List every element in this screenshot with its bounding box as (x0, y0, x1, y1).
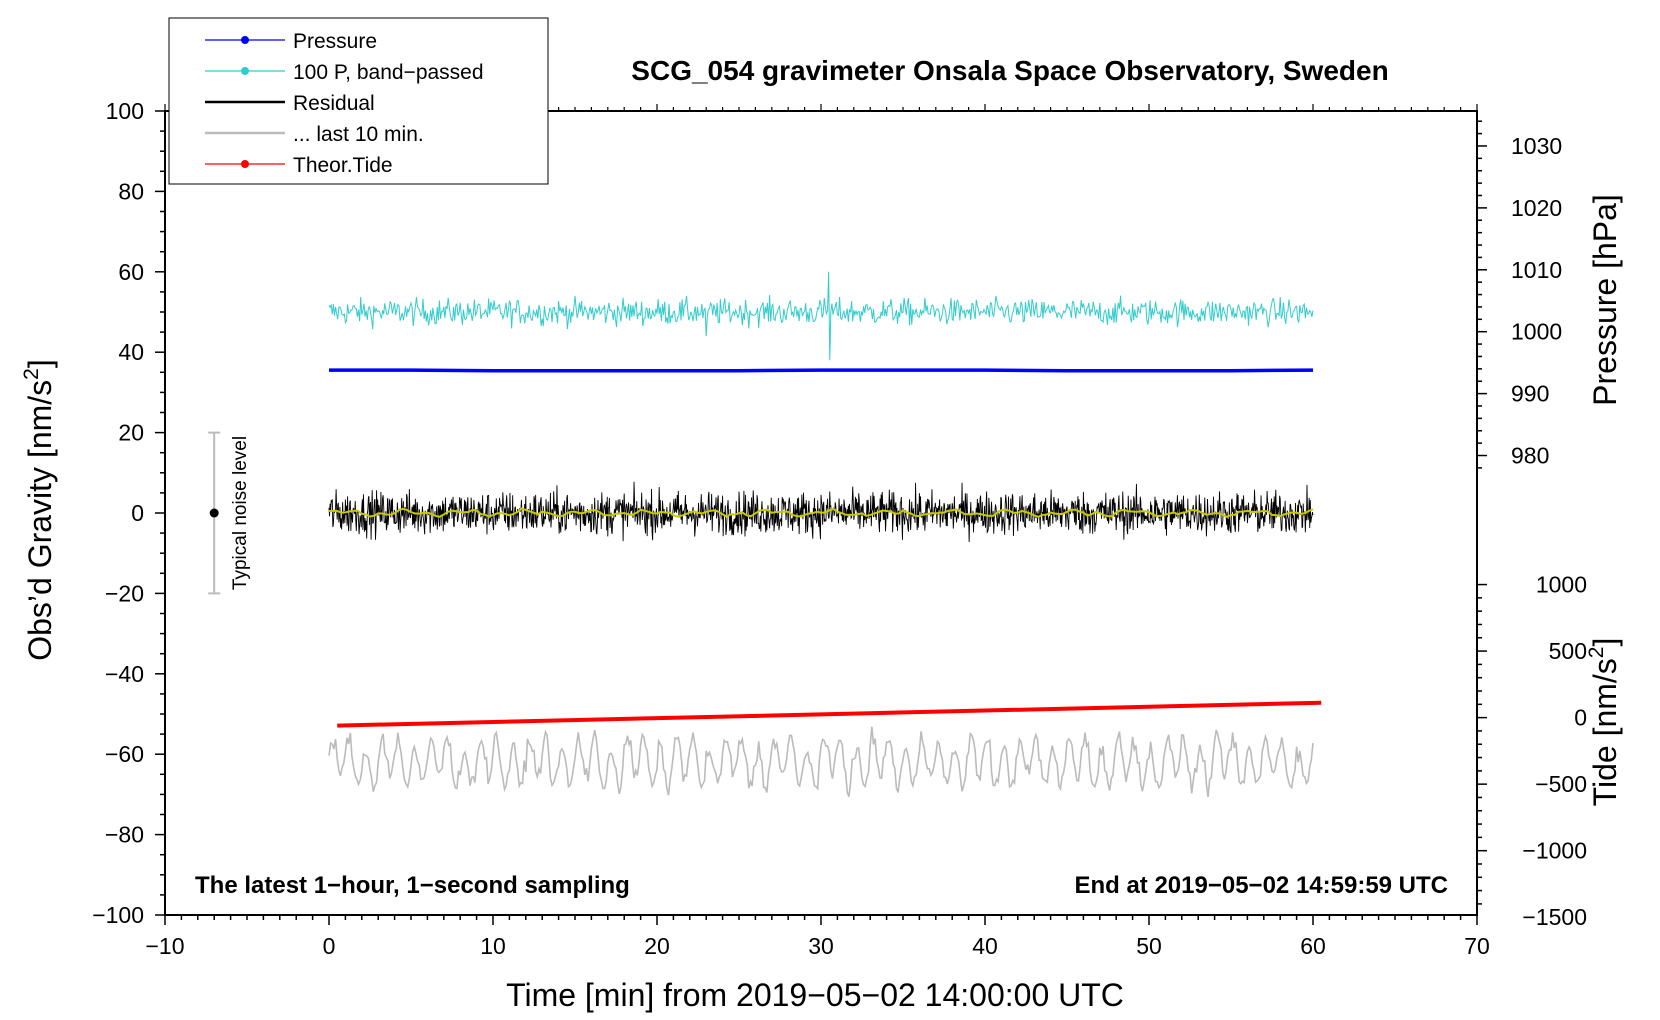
y-tick-label: 0 (131, 500, 144, 526)
y-tick-label: 80 (118, 178, 144, 204)
y-tick-label: −20 (105, 580, 144, 606)
x-tick-label: −10 (145, 933, 184, 959)
x-tick-label: 20 (644, 933, 670, 959)
x-tick-label: 30 (808, 933, 834, 959)
y-tick-label: 100 (106, 98, 144, 124)
y-tick-label: −60 (105, 741, 144, 767)
tide-tick-label: −1500 (1522, 904, 1587, 930)
chart-title: SCG_054 gravimeter Onsala Space Observat… (631, 55, 1388, 86)
legend-label: ... last 10 min. (293, 123, 424, 146)
tide-tick-label: 0 (1574, 705, 1587, 731)
tide-tick-label: 500 (1549, 638, 1587, 664)
sampling-note: The latest 1−hour, 1−second sampling (195, 872, 630, 899)
last-10-min-line (328, 726, 1314, 797)
pressure-axis-title: Pressure [hPa] (1587, 194, 1623, 406)
pressure-tick-label: 1020 (1511, 195, 1562, 221)
x-axis-title: Time [min] from 2019−05−02 14:00:00 UTC (506, 977, 1124, 1013)
legend-label: Theor.Tide (293, 154, 393, 177)
residual-smoothed-line (328, 507, 1314, 518)
noise-level-label: Typical noise level (230, 436, 251, 590)
x-tick-label: 10 (480, 933, 506, 959)
y-tick-label: 40 (118, 339, 144, 365)
pressure-line (329, 368, 1314, 373)
tide-tick-label: 1000 (1536, 572, 1587, 598)
y-tick-label: −100 (92, 902, 144, 928)
noise-bar-center (209, 508, 219, 518)
x-tick-label: 60 (1300, 933, 1326, 959)
legend-label: 100 P, band−passed (293, 61, 484, 84)
tide-tick-label: −500 (1535, 771, 1587, 797)
x-tick-label: 70 (1464, 933, 1490, 959)
tide-tick-label: −1000 (1522, 838, 1587, 864)
legend-marker (241, 160, 249, 168)
legend-label: Residual (293, 92, 375, 115)
legend-marker (241, 36, 249, 44)
legend-label: Pressure (293, 30, 377, 53)
y-axis-title: Obs’d Gravity [nm/s2] (20, 359, 58, 661)
pressure-tick-label: 990 (1511, 381, 1549, 407)
y-tick-label: 20 (118, 420, 144, 446)
bandpassed-pressure-line (328, 271, 1314, 361)
pressure-tick-label: 1010 (1511, 257, 1562, 283)
x-tick-label: 0 (323, 933, 336, 959)
theoretical-tide-line (337, 700, 1322, 728)
legend-marker (241, 67, 249, 75)
y-tick-label: −80 (105, 822, 144, 848)
residual-line (328, 481, 1314, 542)
y-tick-label: 60 (118, 259, 144, 285)
pressure-tick-label: 980 (1511, 443, 1549, 469)
x-tick-label: 50 (1136, 933, 1162, 959)
y-tick-label: −40 (105, 661, 144, 687)
tide-axis-title: Tide [nm/s2] (1585, 638, 1623, 807)
pressure-tick-label: 1030 (1511, 133, 1562, 159)
end-time-note: End at 2019−05−02 14:59:59 UTC (1074, 872, 1448, 899)
x-tick-label: 40 (972, 933, 998, 959)
pressure-tick-label: 1000 (1511, 319, 1562, 345)
